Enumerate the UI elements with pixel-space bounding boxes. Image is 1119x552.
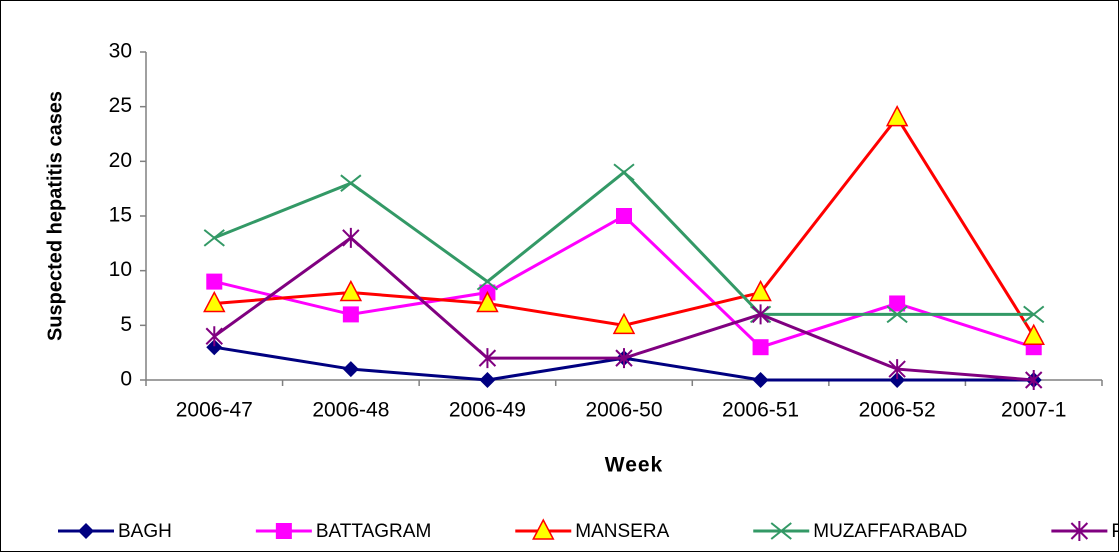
legend-label: MANSERA (575, 521, 669, 542)
y-tick-label: 20 (109, 149, 132, 172)
marker (205, 326, 223, 347)
x-tick-label: 2006-47 (176, 399, 253, 422)
legend-item: MUZAFFARABAD (753, 521, 967, 542)
x-tick-label: 2006-48 (312, 399, 389, 422)
x-tick-label: 2006-51 (722, 399, 799, 422)
marker (203, 229, 225, 247)
marker (615, 348, 633, 369)
x-tick-label: 2006-49 (449, 399, 526, 422)
marker (1025, 370, 1043, 390)
marker (613, 163, 635, 182)
marker (476, 290, 499, 313)
marker (889, 295, 906, 312)
marker (752, 339, 769, 356)
marker (476, 272, 499, 291)
marker (340, 174, 362, 192)
marker (342, 306, 359, 323)
legend-item: MANSERA (515, 518, 670, 542)
legend-label: POONCH (1111, 521, 1119, 542)
marker (78, 523, 94, 539)
legend-label: BAGH (118, 521, 172, 542)
marker (339, 279, 363, 302)
marker (886, 305, 908, 324)
legend-label: BATTAGRAM (316, 521, 431, 542)
x-tick-label: 2006-50 (585, 399, 662, 422)
marker (752, 372, 769, 388)
marker (770, 522, 792, 540)
marker (749, 279, 772, 302)
marker (206, 273, 223, 290)
legend-label: MUZAFFARABAD (813, 521, 967, 542)
marker (478, 348, 497, 369)
marker (342, 361, 359, 378)
y-tick-label: 0 (120, 368, 132, 391)
x-tick-label: 2006-52 (859, 399, 936, 422)
y-axis-title: Suspected hepatitis cases (44, 91, 66, 341)
y-tick-label: 10 (109, 258, 132, 281)
marker (206, 339, 223, 356)
marker (203, 290, 226, 313)
marker (1023, 305, 1045, 324)
marker (532, 518, 555, 540)
marker (616, 208, 632, 224)
y-tick-label: 25 (109, 94, 132, 117)
y-tick-label: 5 (120, 313, 132, 336)
x-tick-label: 2007-1 (1001, 399, 1066, 422)
x-axis-title: Week (605, 454, 663, 477)
marker (479, 372, 496, 388)
legend-item: BAGH (58, 521, 172, 542)
y-tick-label: 15 (109, 204, 132, 227)
marker (1022, 323, 1045, 346)
y-tick-label: 30 (109, 40, 132, 63)
legend-item: BATTAGRAM (255, 521, 431, 542)
marker (612, 312, 636, 335)
marker (1070, 521, 1089, 541)
marker (889, 372, 906, 388)
marker (888, 359, 906, 380)
marker (275, 523, 292, 539)
marker (751, 304, 770, 325)
legend-item: POONCH (1051, 521, 1119, 542)
marker (885, 104, 909, 127)
marker (342, 227, 360, 248)
